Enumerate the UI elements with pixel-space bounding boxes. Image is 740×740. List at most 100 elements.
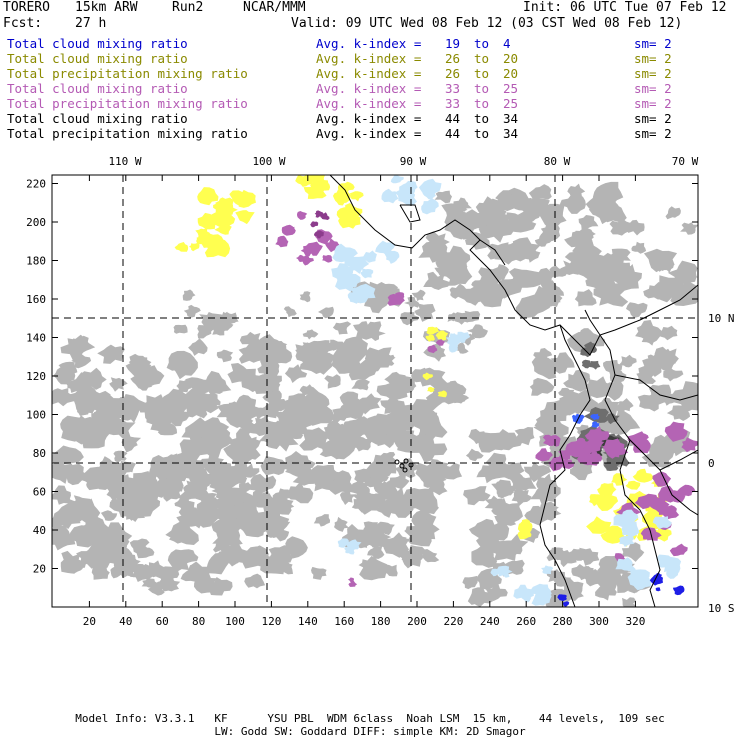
cloud-gray-area: [596, 585, 612, 596]
purple-patch: [435, 339, 445, 346]
legend-smoothing: sm= 2: [634, 51, 672, 66]
y-tick-label: 100: [26, 409, 46, 422]
cloud-gray-area: [663, 367, 684, 382]
cloud-gray-area: [597, 381, 624, 401]
cloud-gray-area: [400, 312, 419, 326]
purple-patch: [427, 344, 438, 354]
purple-patch: [634, 437, 647, 445]
coastline: [584, 309, 601, 336]
cloud-gray-area: [188, 338, 208, 356]
cloud-gray-area: [577, 547, 600, 566]
x-tick-label: 40: [119, 615, 132, 628]
cloud-gray-area: [659, 325, 678, 341]
legend-field: Total precipitation mixing ratio: [7, 126, 248, 141]
yellow-patch: [625, 480, 641, 490]
blue-patch: [591, 421, 600, 428]
y-tick-label: 120: [26, 370, 46, 383]
cloud-gray-area: [512, 237, 541, 262]
legend-kindex-to: 20: [503, 51, 519, 66]
cloud-gray-area: [637, 393, 666, 412]
cloud-gray-area: [531, 357, 559, 380]
galapagos-island: [394, 459, 400, 465]
x-tick-label: 60: [156, 615, 169, 628]
lightblue-patch: [363, 250, 377, 263]
legend-field: Total cloud mixing ratio: [7, 51, 188, 66]
yellow-patch: [217, 202, 238, 218]
axes: 220 200 180 160 140 120 100 80 60 40 20 20 40 60 80 100…: [26, 155, 734, 628]
cloud-gray-area: [478, 432, 510, 453]
cloud-gray-area: [244, 573, 266, 589]
cloud-gray-area: [564, 231, 594, 249]
yellow-patch: [427, 386, 435, 393]
plot-frame: [51, 174, 699, 608]
x-tick-label: 300: [589, 615, 609, 628]
y-tick-label: 40: [33, 524, 46, 537]
legend-smoothing: sm= 2: [634, 81, 672, 96]
lat-lon-grid: [52, 175, 698, 607]
y-tick-label: 60: [33, 486, 46, 499]
cloud-gray-area: [306, 351, 336, 375]
cloud-gray-area: [199, 312, 222, 329]
cloud-gray-area: [52, 502, 81, 529]
cloud-gray-area: [365, 294, 391, 311]
cloud-gray-area: [250, 473, 277, 494]
lightblue-patch: [402, 181, 418, 195]
cloud-gray-area: [129, 538, 150, 554]
cloud-gray-area: [53, 366, 76, 385]
cloud-gray-area: [216, 349, 234, 363]
longitude-label: 100 W: [252, 155, 285, 168]
cloud-gray-area: [567, 329, 606, 353]
cloud-gray-area: [226, 402, 261, 428]
cloud-gray-area: [64, 379, 83, 393]
cloud-gray-area: [535, 204, 557, 221]
legend-kindex-to: 34: [503, 111, 519, 126]
purple-patch: [669, 543, 688, 557]
blue-patch: [655, 587, 661, 592]
legend-kindex-to: 25: [503, 96, 519, 111]
cloud-gray-area: [491, 479, 515, 497]
legend-kindex-to: 4: [503, 36, 511, 51]
purple-patch: [310, 221, 319, 228]
purple-patch: [297, 211, 308, 220]
cloud-gray-area: [65, 496, 86, 515]
cloud-gray-area: [221, 543, 248, 567]
cloud-gray-area: [104, 399, 130, 420]
cloud-gray-area: [478, 265, 506, 290]
yellow-patch: [196, 237, 206, 245]
cloud-gray-area: [471, 278, 508, 308]
cloud-gray-area: [138, 394, 173, 421]
cloud-gray-area: [642, 362, 662, 377]
model-name: TORERO: [3, 0, 50, 15]
cloud-gray-area: [217, 319, 234, 331]
cloud-gray-area: [588, 196, 624, 225]
cloud-gray-area: [194, 575, 217, 594]
lightblue-patch: [497, 565, 513, 578]
legend-kindex-label: Avg. k-index =: [316, 126, 422, 141]
cloud-gray-area: [618, 354, 637, 368]
cloud-gray-area: [254, 493, 274, 507]
lightblue-patch: [390, 175, 404, 184]
cloud-gray-area: [109, 496, 133, 518]
x-tick-label: 100: [225, 615, 245, 628]
cloud-gray-area: [121, 435, 142, 453]
cloud-gray-area: [511, 488, 532, 507]
cloud-gray-area: [260, 456, 289, 476]
cloud-gray-area: [182, 289, 196, 301]
cloud-gray-area: [462, 575, 478, 590]
x-tick-label: 260: [516, 615, 536, 628]
cloud-gray-area: [661, 261, 674, 273]
yellow-patch: [338, 214, 361, 229]
cloud-gray-area: [311, 566, 327, 580]
legend-smoothing: sm= 2: [634, 126, 672, 141]
purple-patch: [314, 210, 324, 218]
model-info: Model Info: V3.3.1 KF YSU PBL WDM 6class…: [75, 712, 665, 725]
purple-patch: [535, 448, 553, 462]
x-tick-label: 200: [407, 615, 427, 628]
cloud-gray-area: [671, 381, 698, 410]
cloud-gray-area: [185, 377, 212, 395]
x-tick-label: 80: [192, 615, 205, 628]
cloud-gray-area: [350, 436, 374, 452]
cloud-gray-area: [109, 377, 128, 392]
cloud-gray-area: [284, 364, 308, 383]
purple-patch: [347, 577, 354, 583]
